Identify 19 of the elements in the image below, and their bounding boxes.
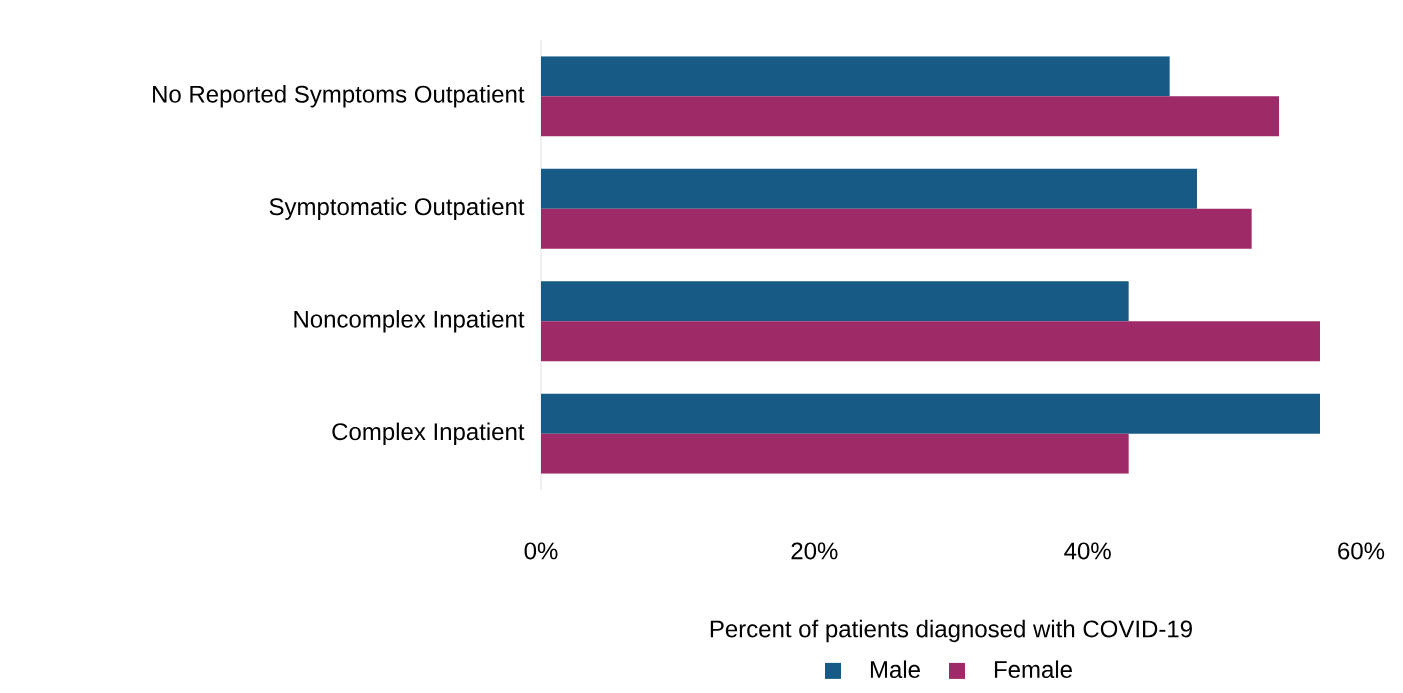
legend-label: Male — [870, 660, 920, 679]
legend-label: Female — [994, 660, 1072, 679]
y-tick-label: Noncomplex Inpatient — [294, 310, 525, 333]
bar — [541, 281, 1129, 322]
x-tick-label: 60% — [1338, 542, 1385, 560]
y-tick-label: Complex Inpatient — [332, 422, 525, 445]
bar — [541, 168, 1197, 209]
x-tick-label: 20% — [791, 542, 838, 560]
y-tick-label: No Reported Symptoms Outpatient — [153, 85, 525, 108]
bar — [541, 321, 1320, 362]
x-tick-label: 40% — [1064, 542, 1111, 560]
bar — [541, 56, 1170, 97]
bar — [541, 208, 1252, 249]
bar — [541, 96, 1279, 137]
x-tick-label: 0% — [524, 542, 558, 560]
y-tick-label: Symptomatic Outpatient — [269, 197, 525, 220]
x-axis-title: Percent of patients diagnosed with COVID-19 — [710, 619, 1192, 643]
bar — [541, 393, 1320, 434]
bar — [541, 433, 1129, 474]
